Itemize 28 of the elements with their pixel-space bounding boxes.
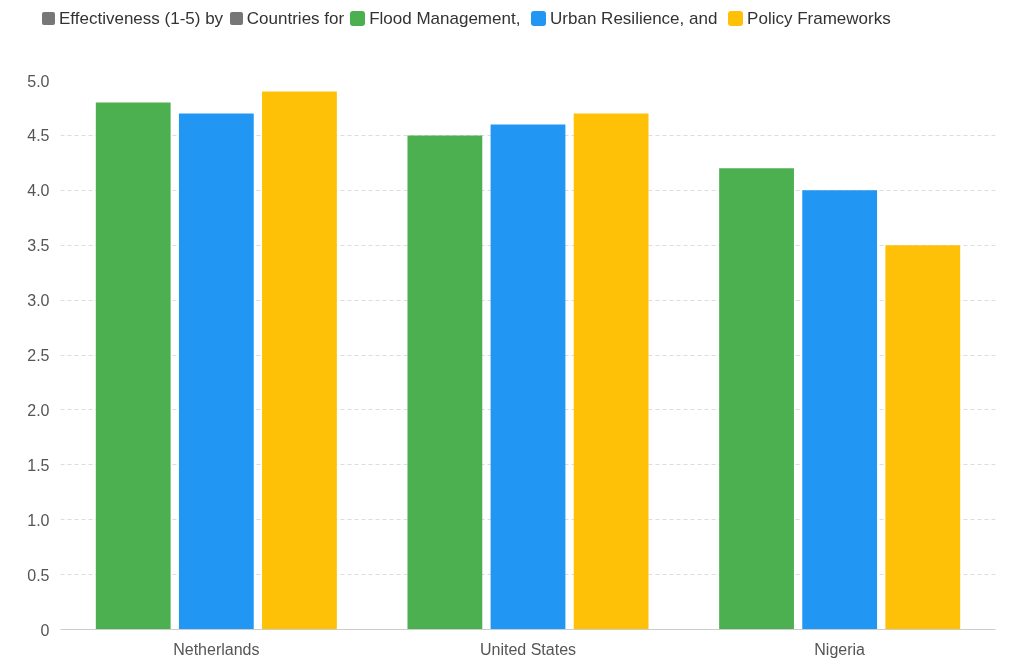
- y-tick-label: 1.5: [27, 456, 50, 474]
- bar: [407, 135, 483, 630]
- y-tick-label: 2.0: [27, 401, 50, 419]
- y-tick-label: 3.5: [27, 237, 50, 255]
- bar: [573, 113, 649, 630]
- y-tick-label: 0.5: [27, 566, 50, 584]
- x-tick-label: United States: [479, 640, 577, 658]
- text: Effectiveness (1-5) by: [59, 9, 224, 28]
- bar: [95, 102, 171, 630]
- x-tick-label: Nigeria: [814, 640, 866, 658]
- bar: [262, 91, 337, 630]
- y-tick-label: 0: [40, 621, 50, 639]
- text: Countries for: [246, 9, 345, 28]
- bar: [490, 124, 566, 630]
- bar: [885, 245, 961, 630]
- y-tick-label: 4.5: [27, 127, 50, 145]
- y-tick-label: 2.5: [27, 347, 50, 364]
- y-tick-label: 5.0: [27, 72, 50, 90]
- bar: [719, 168, 794, 630]
- y-tick-label: 1.0: [27, 511, 50, 529]
- text: Urban Resilience, and: [550, 9, 718, 28]
- bar: [802, 190, 878, 630]
- y-tick-label: 4.0: [27, 182, 50, 200]
- text: Flood Management,: [369, 9, 521, 28]
- legend-label: Policy Frameworks: [746, 9, 891, 28]
- x-tick-label: Netherlands: [173, 640, 260, 658]
- y-tick-label: 3.0: [27, 292, 50, 310]
- bar: [178, 113, 254, 630]
